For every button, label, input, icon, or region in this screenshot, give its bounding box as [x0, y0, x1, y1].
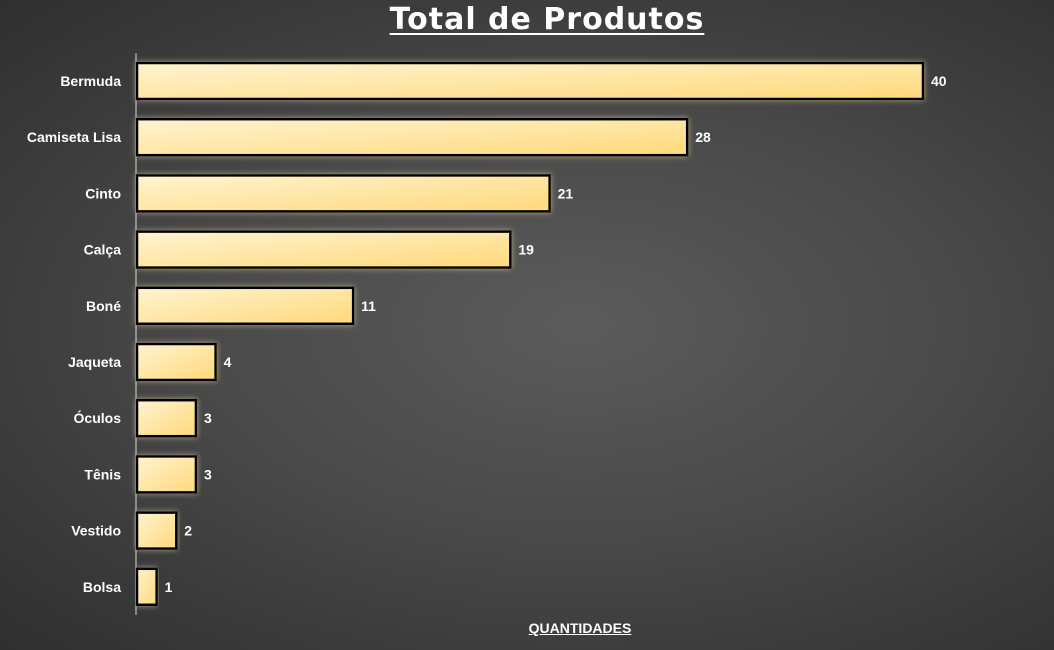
bar [135, 567, 158, 607]
x-axis-title: QUANTIDADES [528, 620, 632, 636]
value-label: 4 [224, 354, 232, 370]
category-label: Boné [86, 298, 121, 314]
bars-group [135, 61, 925, 607]
bar [135, 286, 355, 326]
bar [135, 61, 925, 101]
value-label: 3 [204, 410, 212, 426]
category-label: Jaqueta [68, 354, 121, 370]
bar [135, 342, 217, 382]
category-label: Vestido [71, 523, 121, 539]
category-label: Calça [84, 242, 122, 258]
value-label: 1 [165, 579, 173, 595]
category-label: Cinto [85, 185, 121, 201]
value-label: 19 [518, 242, 534, 258]
chart-title: Total de Produtos [389, 2, 705, 37]
bar [135, 455, 198, 494]
bar [135, 398, 198, 438]
category-label: Bermuda [60, 73, 121, 89]
bar [135, 230, 512, 269]
value-label: 11 [361, 298, 376, 314]
category-label: Bolsa [83, 579, 121, 595]
value-label: 40 [931, 73, 947, 89]
value-label: 2 [184, 523, 192, 539]
category-label: Tênis [84, 466, 121, 482]
bar [135, 174, 551, 213]
value-label: 21 [558, 185, 574, 201]
value-label: 3 [204, 466, 212, 482]
category-labels: Bermuda Camiseta Lisa Cinto Calça Boné Jaquet… [27, 73, 121, 595]
bar [135, 117, 689, 157]
category-label: Camiseta Lisa [27, 129, 121, 145]
value-label: 28 [695, 129, 711, 145]
category-label: Óculos [74, 409, 122, 426]
bar [135, 511, 178, 550]
